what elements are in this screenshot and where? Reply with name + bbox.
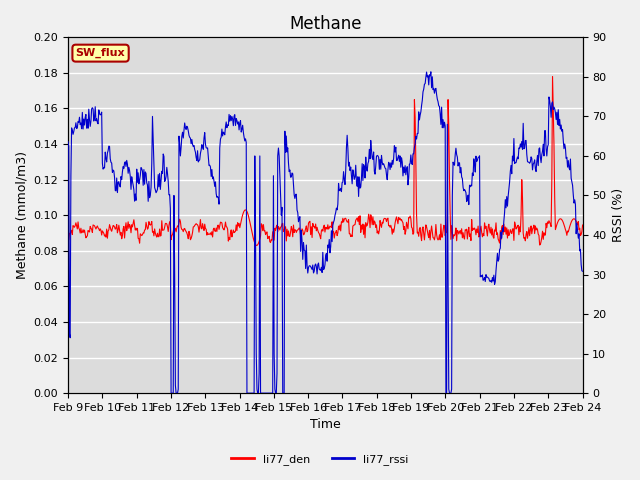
X-axis label: Time: Time [310,419,340,432]
Title: Methane: Methane [289,15,362,33]
Legend: li77_den, li77_rssi: li77_den, li77_rssi [227,450,413,469]
Y-axis label: RSSI (%): RSSI (%) [612,188,625,242]
Y-axis label: Methane (mmol/m3): Methane (mmol/m3) [15,151,28,279]
Text: SW_flux: SW_flux [76,48,125,58]
